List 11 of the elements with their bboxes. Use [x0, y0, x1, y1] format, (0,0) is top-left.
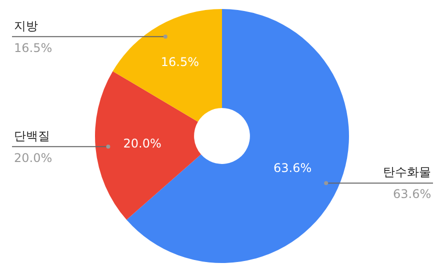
donut-slice — [112, 9, 222, 122]
slice-label: 단백질 — [14, 129, 50, 143]
data-label: 16.5% — [160, 55, 200, 70]
text: 63.6% — [393, 187, 432, 201]
donut-slice — [95, 71, 201, 220]
data-label: 20.0% — [123, 136, 162, 150]
data-label: 63.6% — [274, 160, 312, 175]
text: 20.0% — [14, 151, 52, 165]
slice-label: 지방 — [14, 19, 38, 33]
text: 16.5% — [14, 41, 52, 55]
slice-label: 탄수화물 — [383, 165, 431, 179]
